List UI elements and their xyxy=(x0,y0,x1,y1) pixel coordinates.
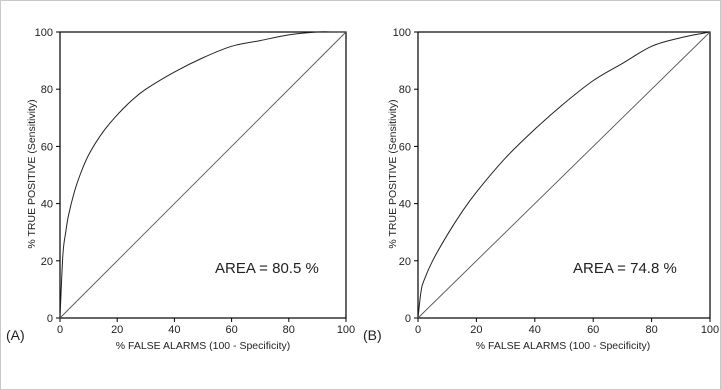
y-tick-label: 0 xyxy=(405,313,411,325)
y-tick-label: 0 xyxy=(47,313,53,325)
plot-area-frame xyxy=(417,31,711,319)
y-tick-label: 40 xyxy=(399,199,411,211)
y-tick-label: 80 xyxy=(399,84,411,96)
y-axis-label: % TRUE POSITIVE (Sensitivity) xyxy=(26,99,38,248)
x-tick-label: 20 xyxy=(111,324,123,336)
x-tick-label: 60 xyxy=(225,324,237,336)
y-tick-label: 20 xyxy=(41,256,53,268)
x-axis-label: % FALSE ALARMS (100 - Specificity) xyxy=(476,340,650,352)
area-annotation: AREA = 80.5 % xyxy=(215,260,319,277)
x-tick-label: 100 xyxy=(337,324,355,336)
x-tick-label: 80 xyxy=(645,324,657,336)
x-tick-label: 40 xyxy=(168,324,180,336)
y-tick-label: 60 xyxy=(399,141,411,153)
roc-chart-a: % TRUE POSITIVE (Sensitivity) % FALSE AL… xyxy=(6,27,355,352)
area-annotation: AREA = 74.8 % xyxy=(573,260,677,277)
plot-area-frame xyxy=(59,31,347,319)
x-tick-label: 100 xyxy=(701,324,719,336)
roc-curve-line xyxy=(417,31,711,319)
x-tick-label: 0 xyxy=(415,324,421,336)
panel-label: (B) xyxy=(363,327,382,343)
x-tick-label: 80 xyxy=(283,324,295,336)
chance-diagonal-line xyxy=(417,31,711,319)
x-tick-label: 40 xyxy=(529,324,541,336)
roc-chart-b: % TRUE POSITIVE (Sensitivity) % FALSE AL… xyxy=(363,27,719,352)
y-tick-label: 40 xyxy=(41,199,53,211)
y-axis-label: % TRUE POSITIVE (Sensitivity) xyxy=(387,99,399,248)
x-axis-label: % FALSE ALARMS (100 - Specificity) xyxy=(116,340,290,352)
y-tick-label: 20 xyxy=(399,256,411,268)
panel-label: (A) xyxy=(6,327,25,343)
y-tick-label: 100 xyxy=(35,27,53,39)
chance-diagonal-line xyxy=(59,31,347,319)
y-tick-label: 60 xyxy=(41,141,53,153)
x-tick-label: 20 xyxy=(470,324,482,336)
x-tick-label: 60 xyxy=(587,324,599,336)
roc-curve-line xyxy=(59,31,346,319)
y-tick-label: 80 xyxy=(41,84,53,96)
y-tick-label: 100 xyxy=(393,27,411,39)
x-tick-label: 0 xyxy=(57,324,63,336)
